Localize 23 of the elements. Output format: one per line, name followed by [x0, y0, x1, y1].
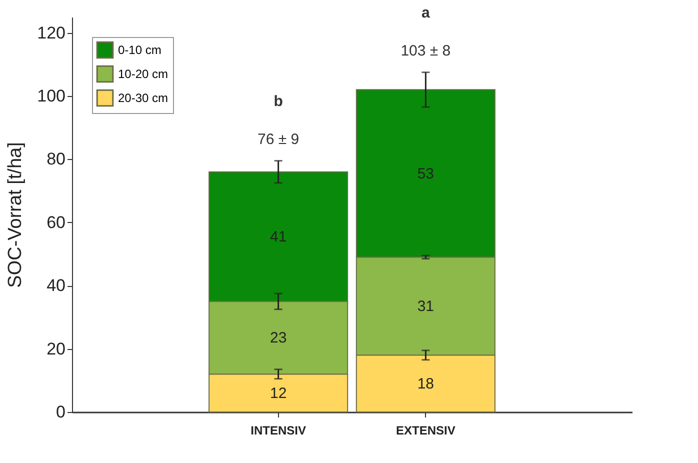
data-label: 31 [417, 298, 434, 316]
annotation: b [274, 92, 283, 110]
legend-label: 0-10 cm [118, 43, 162, 57]
data-label: 41 [270, 228, 287, 246]
annotation: 76 ± 9 [258, 130, 300, 148]
legend-label: 20-30 cm [118, 91, 168, 105]
y-tick-label: 40 [46, 276, 66, 296]
data-label: 12 [270, 385, 287, 402]
data-label: 23 [270, 330, 287, 347]
y-axis-title: SOC-Vorrat [t/ha] [5, 142, 26, 288]
y-tick-label: 60 [46, 212, 66, 232]
y-tick-label: 120 [37, 23, 66, 42]
y-tick-label: 20 [46, 339, 66, 358]
legend-label: 10-20 cm [118, 67, 168, 81]
data-label: 18 [417, 376, 434, 393]
y-tick-label: 0 [56, 402, 66, 422]
x-tick-label: INTENSIV [250, 424, 306, 438]
annotation: a [422, 4, 431, 22]
y-tick-label: 100 [37, 86, 66, 106]
y-tick-label: 80 [46, 150, 66, 169]
annotation: 103 ± 8 [400, 42, 451, 60]
data-label: 53 [417, 165, 434, 182]
x-tick-label: EXTENSIV [396, 424, 456, 438]
